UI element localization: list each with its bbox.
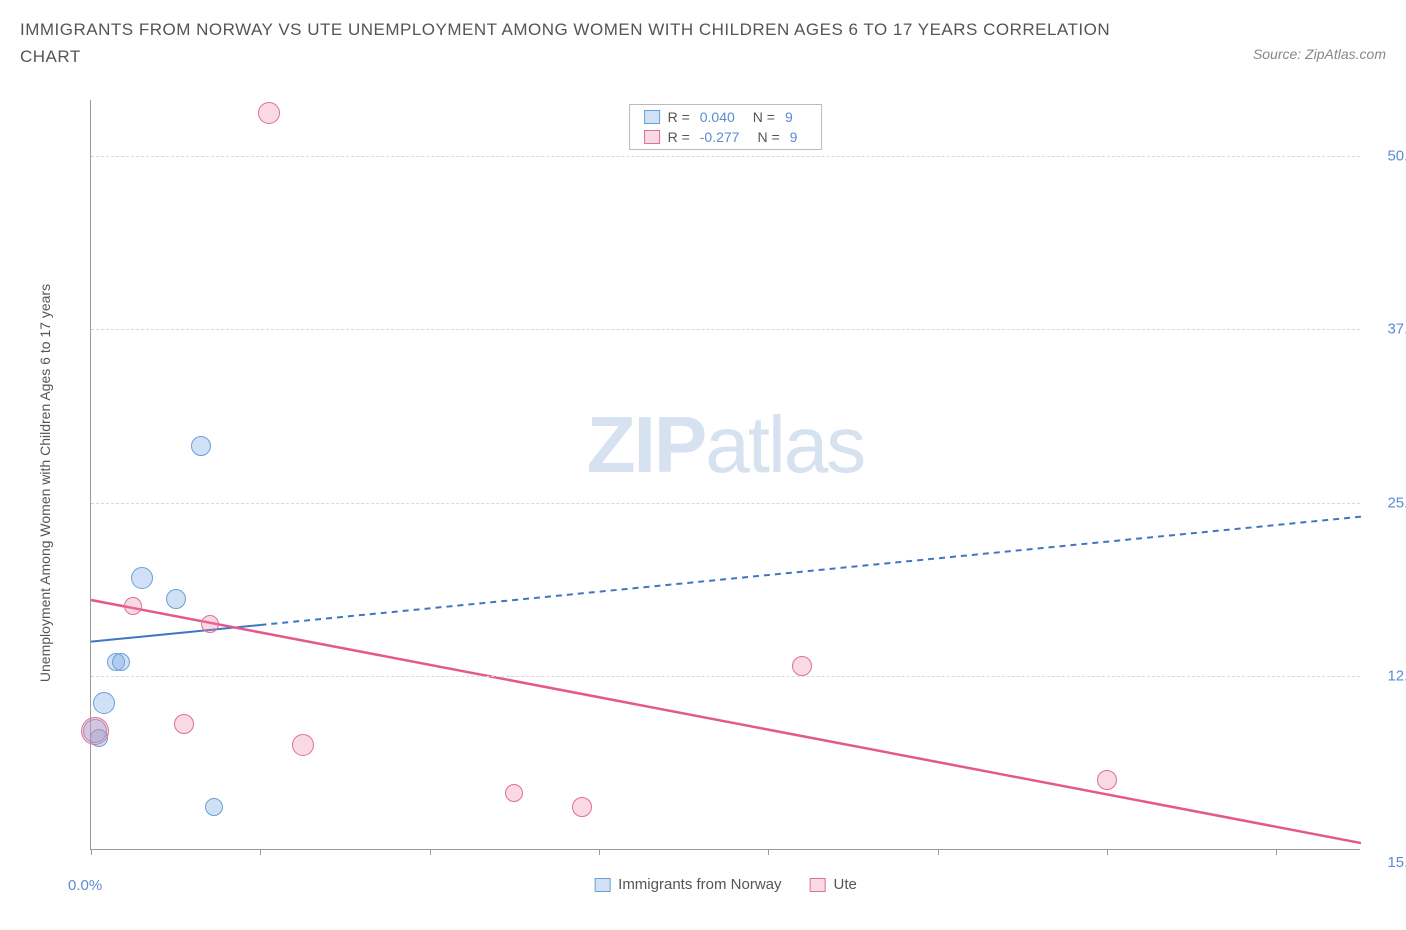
data-point-ute xyxy=(572,797,592,817)
data-point-ute xyxy=(201,615,219,633)
data-point-ute xyxy=(1097,770,1117,790)
chart-container: Unemployment Among Women with Children A… xyxy=(60,100,1380,890)
trend-lines xyxy=(91,100,1361,850)
x-tick xyxy=(1276,849,1277,855)
data-point-ute xyxy=(792,656,812,676)
swatch-ute-icon xyxy=(810,878,826,892)
data-point-norway xyxy=(93,692,115,714)
x-tick xyxy=(1107,849,1108,855)
gridline xyxy=(91,329,1360,330)
gridline xyxy=(91,156,1360,157)
x-tick xyxy=(599,849,600,855)
swatch-norway-icon xyxy=(594,878,610,892)
trend-line-ute xyxy=(91,600,1361,843)
y-tick-label: 25.0% xyxy=(1370,494,1406,511)
data-point-ute xyxy=(81,717,109,745)
data-point-norway xyxy=(205,798,223,816)
data-point-norway xyxy=(131,567,153,589)
chart-title: IMMIGRANTS FROM NORWAY VS UTE UNEMPLOYME… xyxy=(20,16,1120,70)
x-tick xyxy=(260,849,261,855)
x-tick xyxy=(430,849,431,855)
chart-header: IMMIGRANTS FROM NORWAY VS UTE UNEMPLOYME… xyxy=(0,0,1406,74)
gridline xyxy=(91,676,1360,677)
data-point-ute xyxy=(174,714,194,734)
x-tick xyxy=(91,849,92,855)
data-point-ute xyxy=(505,784,523,802)
legend-item-norway: Immigrants from Norway xyxy=(594,876,781,893)
chart-source: Source: ZipAtlas.com xyxy=(1253,46,1386,62)
x-tick xyxy=(768,849,769,855)
data-point-norway xyxy=(166,589,186,609)
legend-series: Immigrants from Norway Ute xyxy=(594,876,857,893)
y-tick-label: 37.5% xyxy=(1370,321,1406,338)
gridline xyxy=(91,503,1360,504)
x-tick xyxy=(938,849,939,855)
data-point-ute xyxy=(292,734,314,756)
legend-label: Immigrants from Norway xyxy=(618,876,781,893)
y-tick-label: 12.5% xyxy=(1370,668,1406,685)
x-end-label: 15.0% xyxy=(1370,854,1406,871)
data-point-norway xyxy=(112,653,130,671)
y-tick-label: 50.0% xyxy=(1370,147,1406,164)
trend-line-norway xyxy=(260,517,1361,625)
data-point-ute xyxy=(124,597,142,615)
legend-label: Ute xyxy=(834,876,857,893)
x-origin-label: 0.0% xyxy=(68,877,102,894)
data-point-norway xyxy=(191,436,211,456)
legend-item-ute: Ute xyxy=(810,876,857,893)
plot-area: ZIPatlas R = 0.040 N = 9 R = -0.277 N = … xyxy=(90,100,1360,850)
data-point-ute xyxy=(258,102,280,124)
y-axis-label: Unemployment Among Women with Children A… xyxy=(37,284,53,682)
